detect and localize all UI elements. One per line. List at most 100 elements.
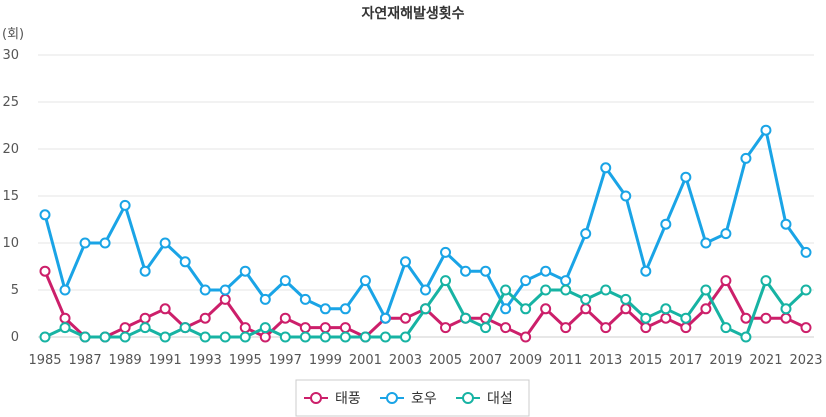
data-point [299,331,311,343]
data-point [620,190,632,202]
data-point [299,322,311,334]
data-point [740,331,752,343]
data-point [319,303,331,315]
data-point [440,246,452,258]
data-point [680,322,692,334]
x-tick-label: 1985 [28,353,61,368]
data-point [159,303,171,315]
legend-marker [462,392,474,404]
y-axis-unit: (회) [2,27,24,42]
data-point [319,322,331,334]
data-point [680,312,692,324]
data-point [760,275,772,287]
y-tick-label: 10 [2,236,19,251]
data-point [179,256,191,268]
x-tick-label: 2013 [589,353,622,368]
data-point [720,228,732,240]
data-point [139,322,151,334]
data-point [199,331,211,343]
data-point [319,331,331,343]
data-point [760,312,772,324]
x-tick-labels: 1985 1987 1989 1991 1993 1995 1997 1999 2001 2003… [28,353,822,368]
data-point [279,331,291,343]
y-tick-label: 20 [2,142,19,157]
x-tick-label: 2019 [709,353,742,368]
data-point [420,303,431,315]
legend-box [295,379,530,417]
x-tick-label: 2011 [549,353,582,368]
data-point [219,284,231,296]
x-tick-label: 2015 [629,353,662,368]
data-point [79,331,91,343]
data-point [359,275,371,287]
x-tick-label: 1989 [109,353,142,368]
data-point [39,265,51,277]
data-point [580,293,592,305]
x-tick-label: 1987 [69,353,102,368]
data-point [159,331,171,343]
legend-label: 대설 [487,391,513,407]
data-point [500,284,512,296]
data-point [239,331,251,343]
data-point [399,312,411,324]
data-point [59,312,71,324]
data-point [780,218,792,230]
data-point [640,322,652,334]
series-1 [39,124,812,324]
x-tick-label: 1999 [309,353,342,368]
legend-marker [310,392,322,404]
data-point [580,228,592,240]
data-point [259,331,271,343]
data-point [800,322,812,334]
data-point [660,312,672,324]
data-point [640,265,652,277]
data-point [339,303,351,315]
data-point [440,322,452,334]
y-tick-label: 15 [2,189,19,204]
data-point [620,293,632,305]
data-point [600,162,612,174]
data-point [399,331,411,343]
legend-label: 태풍 [335,391,361,407]
data-point [700,303,712,315]
x-tick-label: 1993 [189,353,222,368]
data-point [139,312,151,324]
data-point [239,265,251,277]
y-tick-labels: 0 5 10 15 20 25 30 [2,48,19,345]
data-point [660,303,672,315]
data-point [720,322,732,334]
data-point [700,284,712,296]
data-point [79,237,91,249]
data-point [580,303,592,315]
data-point [720,275,732,287]
data-point [299,293,311,305]
data-point [680,171,692,183]
data-point [179,322,191,334]
legend-marker [386,392,398,404]
data-point [259,293,271,305]
data-point [460,265,472,277]
data-point [600,322,612,334]
data-point [339,331,351,343]
data-point [500,303,512,315]
data-point [440,275,452,287]
data-point [560,284,572,296]
data-point [219,331,231,343]
legend: 태풍 호우 대설 [295,379,530,417]
data-point [540,303,552,315]
data-point [259,322,271,334]
data-point [760,124,772,136]
x-tick-label: 2021 [749,353,782,368]
x-tick-label: 2017 [669,353,702,368]
data-point [620,303,632,315]
data-point [199,284,211,296]
data-point [800,284,812,296]
data-point [780,312,792,324]
legend-label: 호우 [411,391,437,407]
data-point [99,237,111,249]
data-point [119,199,131,211]
data-point [480,322,492,334]
y-tick-label: 30 [2,48,19,63]
series-lines [39,124,812,343]
data-point [119,331,131,343]
